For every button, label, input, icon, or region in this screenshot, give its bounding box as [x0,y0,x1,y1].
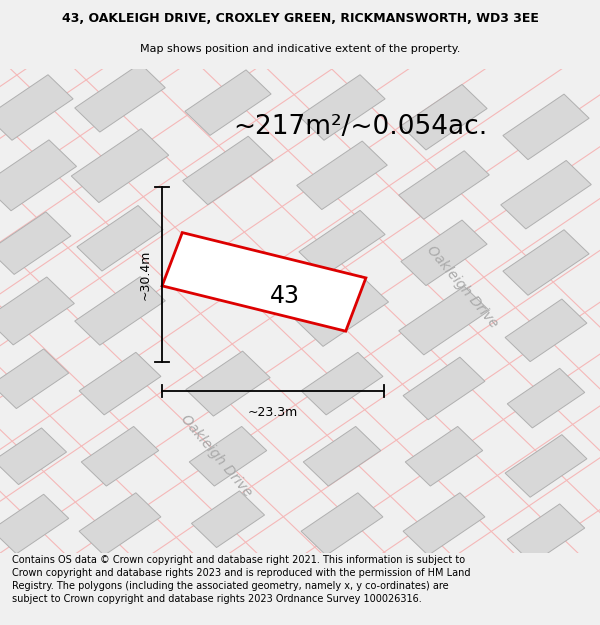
Text: 43: 43 [270,284,300,308]
Polygon shape [189,426,267,486]
Polygon shape [185,70,271,136]
Polygon shape [505,299,587,362]
Polygon shape [0,75,73,140]
Polygon shape [81,426,159,486]
Polygon shape [399,286,489,355]
Polygon shape [0,212,71,274]
Polygon shape [299,211,385,276]
Polygon shape [297,141,387,209]
Text: Contains OS data © Crown copyright and database right 2021. This information is : Contains OS data © Crown copyright and d… [12,554,470,604]
Polygon shape [405,426,483,486]
Polygon shape [403,357,485,420]
Polygon shape [403,492,485,556]
Polygon shape [401,220,487,286]
Polygon shape [77,206,163,271]
Polygon shape [191,491,265,548]
Polygon shape [503,94,589,159]
Polygon shape [505,434,587,498]
Text: ~23.3m: ~23.3m [248,406,298,419]
Polygon shape [0,277,74,345]
Polygon shape [186,351,270,416]
Text: 43, OAKLEIGH DRIVE, CROXLEY GREEN, RICKMANSWORTH, WD3 3EE: 43, OAKLEIGH DRIVE, CROXLEY GREEN, RICKM… [62,12,538,25]
Polygon shape [75,64,165,132]
Polygon shape [303,426,381,486]
Polygon shape [75,277,165,345]
Polygon shape [79,352,161,415]
Polygon shape [71,129,169,202]
Polygon shape [79,492,161,556]
Polygon shape [0,428,67,484]
Polygon shape [507,504,585,564]
Text: ~30.4m: ~30.4m [139,249,152,300]
Polygon shape [299,75,385,140]
Text: Oakleigh Drive: Oakleigh Drive [178,412,254,500]
Text: ~217m²/~0.054ac.: ~217m²/~0.054ac. [233,114,487,140]
Text: Map shows position and indicative extent of the property.: Map shows position and indicative extent… [140,44,460,54]
Polygon shape [0,494,69,554]
Polygon shape [501,161,591,229]
Polygon shape [295,276,389,346]
Polygon shape [0,140,77,211]
Polygon shape [301,352,383,415]
Polygon shape [301,492,383,556]
Polygon shape [401,84,487,150]
Polygon shape [183,136,273,205]
Polygon shape [162,232,366,331]
Polygon shape [503,230,589,295]
Text: Oakleigh Drive: Oakleigh Drive [424,243,500,331]
Polygon shape [399,151,489,219]
Polygon shape [0,349,69,409]
Polygon shape [507,368,585,428]
